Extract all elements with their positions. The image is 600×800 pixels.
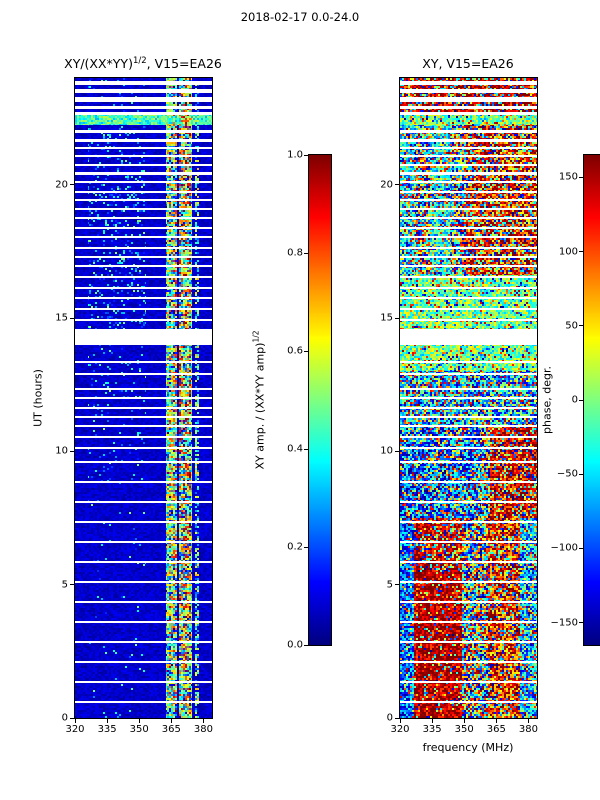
colorbar-tick-label: −50 xyxy=(556,468,578,480)
y-tick-label: 5 xyxy=(386,579,393,591)
x-tick-label: 365 xyxy=(161,724,181,735)
x-tick-label: 380 xyxy=(193,724,213,735)
left-panel-title-exponent: 1/2 xyxy=(132,56,147,66)
left-colorbar-label-base: XY amp. / (XX*YY amp) xyxy=(253,342,267,470)
colorbar-tick-label: 0.6 xyxy=(287,345,303,357)
y-tick-mark xyxy=(70,450,74,452)
x-tick-mark xyxy=(106,719,108,723)
ut-axis-label: UT (hours) xyxy=(31,369,45,427)
x-tick-mark xyxy=(431,719,433,723)
x-tick-label: 380 xyxy=(518,724,538,735)
colorbar-tick-mark xyxy=(579,547,583,549)
colorbar-tick-mark xyxy=(579,176,583,178)
colorbar-tick-mark xyxy=(304,546,308,548)
x-tick-label: 335 xyxy=(97,724,117,735)
colorbar-tick-label: 150 xyxy=(558,171,578,183)
colorbar-tick-mark xyxy=(579,399,583,401)
colorbar-tick-label: 0.2 xyxy=(287,541,303,553)
left-panel-title: XY/(XX*YY)1/2, V15=EA26 xyxy=(64,56,222,71)
x-tick-mark xyxy=(170,719,172,723)
colorbar-tick-mark xyxy=(579,325,583,327)
right-colorbar xyxy=(583,154,600,646)
colorbar-tick-label: 0.8 xyxy=(287,247,303,259)
colorbar-tick-mark xyxy=(304,644,308,646)
x-tick-label: 335 xyxy=(422,724,442,735)
colorbar-tick-label: −150 xyxy=(550,617,578,629)
y-tick-mark xyxy=(70,584,74,586)
colorbar-tick-label: 0 xyxy=(571,394,578,406)
colorbar-tick-mark xyxy=(304,154,308,156)
y-tick-label: 0 xyxy=(386,712,393,724)
left-colorbar-label: XY amp. / (XX*YY amp)1/2 xyxy=(252,331,267,470)
y-tick-label: 10 xyxy=(380,445,393,457)
x-tick-label: 350 xyxy=(454,724,474,735)
x-tick-mark xyxy=(495,719,497,723)
colorbar-tick-label: 50 xyxy=(565,320,578,332)
y-tick-label: 20 xyxy=(55,179,68,191)
y-tick-mark xyxy=(395,184,399,186)
x-tick-mark xyxy=(527,719,529,723)
left-colorbar-label-exponent: 1/2 xyxy=(251,330,261,343)
y-tick-mark xyxy=(395,584,399,586)
x-tick-mark xyxy=(202,719,204,723)
left-colorbar-gradient xyxy=(309,155,331,645)
x-tick-mark xyxy=(138,719,140,723)
colorbar-tick-label: −100 xyxy=(550,542,578,554)
x-tick-label: 320 xyxy=(65,724,85,735)
y-tick-mark xyxy=(70,317,74,319)
x-tick-label: 350 xyxy=(129,724,149,735)
y-tick-mark xyxy=(395,317,399,319)
y-tick-mark xyxy=(70,184,74,186)
y-tick-label: 15 xyxy=(55,312,68,324)
right-colorbar-label: phase, degr. xyxy=(540,366,554,434)
left-colorbar xyxy=(308,154,332,646)
x-tick-label: 365 xyxy=(486,724,506,735)
colorbar-tick-label: 1.0 xyxy=(287,149,303,161)
colorbar-tick-mark xyxy=(304,448,308,450)
y-tick-label: 20 xyxy=(380,179,393,191)
x-tick-mark xyxy=(463,719,465,723)
y-tick-label: 0 xyxy=(61,712,68,724)
y-tick-label: 10 xyxy=(55,445,68,457)
frequency-axis-label: frequency (MHz) xyxy=(422,741,514,754)
right-colorbar-gradient xyxy=(584,155,600,645)
x-tick-label: 320 xyxy=(390,724,410,735)
colorbar-tick-mark xyxy=(579,251,583,252)
y-tick-label: 5 xyxy=(61,579,68,591)
right-panel-title: XY, V15=EA26 xyxy=(422,56,514,71)
colorbar-tick-mark xyxy=(579,622,583,624)
colorbar-tick-label: 0.4 xyxy=(287,443,303,455)
y-tick-mark xyxy=(395,717,399,719)
colorbar-tick-label: 100 xyxy=(558,246,578,257)
figure-title: 2018-02-17 0.0-24.0 xyxy=(240,10,360,24)
right-heatmap-axes xyxy=(399,77,538,719)
y-tick-label: 15 xyxy=(380,312,393,324)
colorbar-tick-mark xyxy=(304,252,308,254)
colorbar-tick-mark xyxy=(579,473,583,475)
colorbar-tick-mark xyxy=(304,350,308,352)
y-tick-mark xyxy=(70,717,74,719)
colorbar-tick-label: 0.0 xyxy=(287,639,303,651)
left-panel-title-rest: , V15=EA26 xyxy=(146,56,222,72)
left-panel-title-base: XY/(XX*YY) xyxy=(64,56,133,72)
x-tick-mark xyxy=(399,719,401,723)
y-tick-mark xyxy=(395,450,399,452)
left-heatmap-axes xyxy=(74,77,213,719)
right-heatmap xyxy=(400,78,537,718)
left-heatmap xyxy=(75,78,212,718)
x-tick-mark xyxy=(74,719,76,723)
